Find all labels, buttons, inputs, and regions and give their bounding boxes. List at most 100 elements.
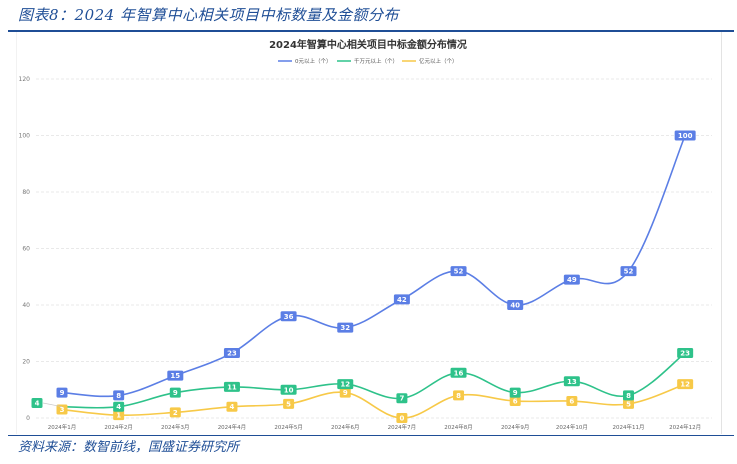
data-label-value: 16 [454, 369, 464, 377]
data-label: 10 [280, 384, 297, 395]
x-tick-label: 2024年8月 [444, 423, 473, 431]
data-label: 4 [31, 398, 43, 408]
data-label-value: 13 [567, 378, 577, 386]
y-tick-label: 120 [19, 76, 31, 83]
data-label-value: 23 [227, 350, 237, 358]
data-label-value: 9 [343, 389, 348, 397]
x-tick-label: 2024年11月 [613, 423, 645, 431]
bottom-rule [8, 435, 734, 436]
data-label: 23 [223, 348, 240, 359]
data-label: 12 [337, 379, 354, 390]
data-label-value: 6 [569, 398, 574, 406]
data-label: 1 [113, 410, 125, 421]
x-tick-label: 2024年9月 [501, 423, 530, 431]
data-label-box [113, 410, 125, 421]
series-lines [61, 135, 686, 419]
data-label-value: 52 [454, 268, 464, 276]
data-label-box [280, 384, 297, 395]
data-label: 15 [167, 370, 184, 381]
data-label-value: 11 [227, 383, 237, 391]
data-label: 7 [396, 393, 408, 404]
x-tick-label: 2024年6月 [331, 423, 360, 431]
data-label-value: 6 [513, 398, 518, 406]
chart-panel [16, 32, 722, 434]
data-label-box [396, 413, 408, 423]
data-label-box [674, 130, 696, 141]
data-label-box [509, 396, 521, 407]
data-label: 4 [113, 401, 125, 412]
data-label: 23 [677, 348, 694, 359]
data-label: 9 [509, 387, 521, 398]
data-label-box [169, 407, 181, 418]
data-label: 13 [563, 376, 580, 387]
data-label-box [169, 387, 181, 398]
data-label: 8 [113, 390, 125, 401]
data-label-box [31, 398, 43, 408]
data-label-value: 3 [60, 406, 65, 414]
data-label-box [677, 379, 694, 390]
data-label: 3 [56, 404, 68, 415]
data-label-box [283, 398, 295, 409]
data-label-value: 12 [340, 381, 350, 389]
data-label: 9 [169, 387, 181, 398]
data-label-value: 32 [340, 324, 350, 332]
chart-title: 2024年智算中心相关项目中标金额分布情况 [269, 38, 467, 51]
data-label: 11 [223, 381, 240, 392]
data-label-box [167, 370, 184, 381]
data-label-value: 8 [626, 392, 631, 400]
data-label: 9 [56, 387, 68, 398]
data-label: 100 [674, 130, 696, 141]
data-label-box [113, 390, 125, 401]
data-label-value: 49 [567, 276, 577, 284]
y-tick-label: 80 [22, 189, 30, 196]
data-label-value: 4 [230, 403, 235, 411]
figure-caption: 图表8：2024 年智算中心相关项目中标数量及金额分布 [18, 6, 399, 24]
data-label-value: 0 [399, 415, 404, 423]
x-axis: 2024年1月 2024年2月 2024年3月 2024年4月 2024年5月 2024年… [48, 423, 701, 431]
data-label: 36 [280, 311, 297, 322]
data-label-value: 4 [116, 403, 121, 411]
data-label-value: 40 [510, 302, 520, 310]
data-label-box [563, 274, 580, 285]
x-tick-label: 2024年4月 [218, 423, 247, 431]
data-label: 42 [393, 294, 410, 305]
data-label-value: 15 [170, 372, 180, 380]
data-label-box [223, 381, 240, 392]
data-label-box [677, 348, 694, 359]
data-label-box [623, 398, 634, 409]
chart-legend: 0元以上（个） 千万元以上（个） 亿元以上（个） [278, 57, 458, 65]
data-label-value: 100 [678, 132, 693, 140]
data-label-box [337, 322, 354, 333]
data-label-value: 4 [35, 400, 40, 408]
data-label-box [507, 300, 524, 310]
legend-item-label: 亿元以上（个） [419, 57, 458, 65]
x-tick-label: 2024年5月 [274, 423, 303, 431]
data-label-value: 1 [116, 412, 121, 420]
data-label-box [113, 401, 125, 412]
legend-item-label: 千万元以上（个） [354, 57, 398, 65]
data-label: 5 [283, 398, 295, 409]
data-label-value: 42 [397, 296, 407, 304]
data-label: 0 [396, 413, 408, 423]
data-label-box [563, 376, 580, 387]
y-tick-label: 60 [22, 246, 30, 253]
data-label: 52 [620, 266, 637, 277]
x-tick-label: 2024年7月 [388, 423, 417, 431]
data-label-value: 2 [173, 409, 178, 417]
data-label-box [566, 396, 578, 407]
source-note: 资料来源：数智前线，国盛证券研究所 [18, 440, 240, 455]
data-label-box [509, 387, 521, 398]
data-label-box [339, 387, 351, 398]
y-tick-label: 40 [22, 302, 30, 309]
data-label-box [450, 367, 467, 378]
data-label-value: 23 [680, 350, 690, 358]
data-label-value: 12 [680, 381, 690, 389]
data-label-value: 9 [173, 389, 178, 397]
data-label: 32 [337, 322, 354, 333]
data-label-box [280, 311, 297, 322]
y-tick-label: 20 [22, 359, 30, 366]
data-label: 16 [450, 367, 467, 378]
x-tick-label: 2024年1月 [48, 423, 77, 431]
